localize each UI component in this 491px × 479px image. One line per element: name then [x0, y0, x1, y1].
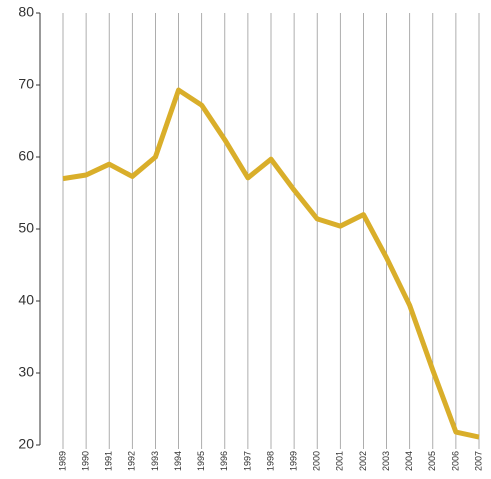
- x-tick-label: 1989: [57, 451, 67, 471]
- y-tick-label: 40: [18, 292, 34, 308]
- x-tick-label: 2002: [358, 451, 368, 471]
- x-tick-label: 1994: [173, 451, 183, 471]
- y-tick-label: 30: [18, 364, 34, 380]
- x-tick-label: 2000: [312, 451, 322, 471]
- y-tick-label: 60: [18, 148, 34, 164]
- x-tick-label: 1999: [288, 451, 298, 471]
- y-tick-label: 20: [18, 436, 34, 452]
- x-tick-label: 1992: [127, 451, 137, 471]
- x-tick-label: 1998: [265, 451, 275, 471]
- x-tick-label: 2005: [427, 451, 437, 471]
- y-tick-label: 70: [18, 76, 34, 92]
- x-tick-label: 1995: [196, 451, 206, 471]
- x-tick-label: 2007: [473, 451, 483, 471]
- x-tick-label: 2001: [335, 451, 345, 471]
- x-tick-label: 2006: [450, 451, 460, 471]
- x-tick-label: 2003: [381, 451, 391, 471]
- x-tick-label: 1990: [80, 451, 90, 471]
- x-tick-label: 1993: [150, 451, 160, 471]
- x-tick-label: 2004: [404, 451, 414, 471]
- x-tick-label: 1997: [242, 451, 252, 471]
- x-tick-label: 1991: [104, 451, 114, 471]
- line: [62, 87, 480, 440]
- x-tick-label: 1996: [219, 451, 229, 471]
- y-tick-label: 80: [18, 4, 34, 20]
- y-tick-label: 50: [18, 220, 34, 236]
